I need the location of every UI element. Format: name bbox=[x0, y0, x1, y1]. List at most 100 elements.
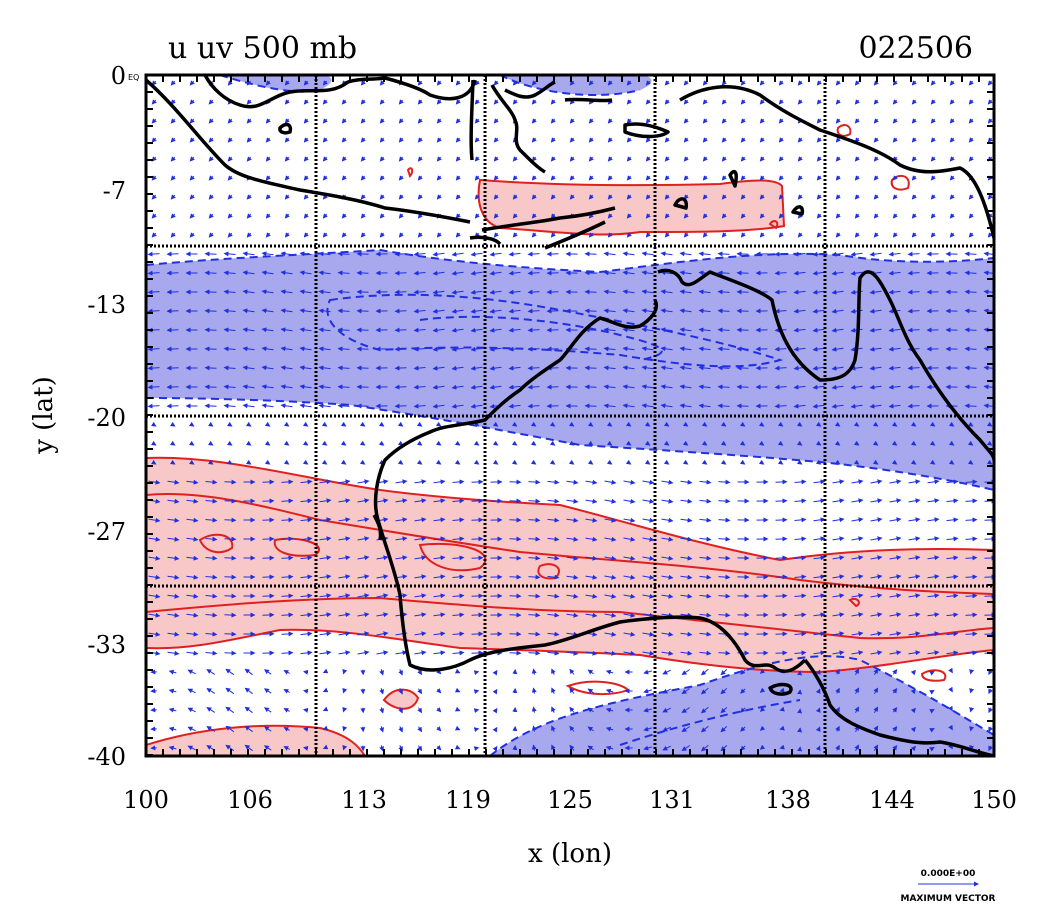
wind-vector-arrow bbox=[968, 118, 974, 124]
wind-vector-arrow bbox=[148, 479, 161, 485]
wind-vector-arrow bbox=[528, 555, 541, 561]
wind-vector-arrow bbox=[718, 650, 731, 656]
wind-vector-arrow bbox=[470, 346, 483, 352]
wind-vector-arrow bbox=[815, 669, 821, 675]
wind-vector-arrow bbox=[337, 327, 350, 333]
wind-vector-arrow bbox=[299, 346, 312, 352]
wind-vector-arrow bbox=[318, 327, 331, 333]
wind-vector-arrow bbox=[474, 99, 480, 105]
wind-vector-arrow bbox=[433, 479, 446, 485]
wind-vector-arrow bbox=[148, 612, 161, 618]
wind-vector-arrow bbox=[663, 440, 670, 446]
wind-vector-arrow bbox=[679, 270, 692, 276]
wind-vector-arrow bbox=[451, 327, 464, 333]
wind-vector-arrow bbox=[151, 137, 157, 143]
wind-vector-arrow bbox=[531, 706, 537, 713]
wind-vector-arrow bbox=[322, 118, 328, 124]
wind-vector-arrow bbox=[151, 232, 157, 238]
wind-vector-arrow bbox=[547, 517, 560, 523]
wind-vector-arrow bbox=[889, 650, 902, 656]
wind-vector-arrow bbox=[398, 688, 403, 695]
wind-vector-arrow bbox=[454, 440, 461, 446]
wind-vector-arrow bbox=[245, 459, 252, 465]
wind-vector-arrow bbox=[585, 593, 598, 599]
wind-vector-arrow bbox=[774, 365, 787, 371]
wind-vector-arrow bbox=[432, 327, 445, 333]
wind-vector-arrow bbox=[433, 631, 446, 637]
wind-vector-arrow bbox=[455, 137, 461, 143]
wind-vector-arrow bbox=[378, 440, 385, 446]
wind-vector-arrow bbox=[815, 440, 822, 446]
wind-vector-arrow bbox=[987, 99, 993, 105]
wind-vector-arrow bbox=[698, 327, 711, 333]
wind-vector-arrow bbox=[948, 459, 955, 465]
wind-vector-arrow bbox=[436, 707, 442, 713]
wind-vector-arrow bbox=[623, 536, 636, 542]
wind-vector-arrow bbox=[204, 327, 217, 333]
wind-vector-arrow bbox=[869, 251, 882, 257]
wind-vector-arrow bbox=[337, 308, 350, 314]
wind-vector-arrow bbox=[605, 726, 614, 732]
wind-vector-arrow bbox=[948, 743, 953, 750]
wind-vector-arrow bbox=[835, 99, 841, 105]
wind-vector-arrow bbox=[775, 574, 788, 580]
wind-vector-arrow bbox=[642, 631, 655, 637]
wind-vector-arrow bbox=[854, 80, 860, 86]
wind-vector-arrow bbox=[626, 156, 632, 162]
wind-vector-arrow bbox=[588, 80, 594, 86]
wind-vector-arrow bbox=[816, 99, 822, 105]
wind-vector-arrow bbox=[394, 365, 407, 371]
wind-vector-arrow bbox=[300, 631, 313, 637]
wind-vector-arrow bbox=[492, 726, 498, 733]
wind-vector-arrow bbox=[626, 80, 632, 86]
wind-vector-arrow bbox=[527, 327, 540, 333]
wind-vector-arrow bbox=[816, 137, 822, 143]
wind-vector-arrow bbox=[683, 137, 689, 143]
wind-vector-arrow bbox=[299, 384, 312, 390]
wind-vector-arrow bbox=[965, 536, 978, 542]
wind-vector-arrow bbox=[550, 156, 556, 162]
wind-vector-arrow bbox=[531, 194, 537, 200]
wind-vector-arrow bbox=[607, 156, 613, 162]
wind-vector-arrow bbox=[223, 251, 236, 257]
wind-vector-arrow bbox=[584, 346, 597, 352]
wind-vector-arrow bbox=[967, 421, 974, 427]
wind-vector-arrow bbox=[473, 689, 480, 695]
wind-vector-arrow bbox=[758, 440, 765, 446]
wind-vector-arrow bbox=[930, 194, 936, 200]
wind-vector-arrow bbox=[851, 498, 864, 504]
wind-vector-arrow bbox=[454, 668, 461, 674]
wind-vector-arrow bbox=[242, 346, 255, 352]
wind-vector-arrow bbox=[508, 270, 521, 276]
wind-vector-arrow bbox=[550, 213, 556, 219]
wind-vector-arrow bbox=[531, 175, 537, 181]
wind-vector-arrow bbox=[413, 403, 426, 409]
y-tick-label: -33 bbox=[87, 631, 126, 659]
wind-vector-arrow bbox=[394, 327, 407, 333]
wind-vector-arrow bbox=[170, 156, 176, 162]
wind-vector-arrow bbox=[888, 403, 901, 409]
wind-vector-arrow bbox=[911, 213, 917, 219]
wind-vector-arrow bbox=[720, 726, 728, 733]
wind-vector-arrow bbox=[740, 118, 746, 124]
wind-vector-arrow bbox=[394, 270, 407, 276]
wind-vector-arrow bbox=[604, 650, 617, 656]
wind-vector-arrow bbox=[794, 574, 807, 580]
wind-vector-arrow bbox=[702, 213, 708, 219]
wind-vector-arrow bbox=[683, 232, 689, 238]
wind-vector-arrow bbox=[854, 744, 859, 751]
wind-vector-arrow bbox=[531, 118, 537, 124]
wind-vector-arrow bbox=[204, 403, 217, 409]
wind-vector-arrow bbox=[604, 479, 617, 485]
wind-vector-arrow bbox=[701, 440, 708, 446]
wind-vector-arrow bbox=[300, 517, 313, 523]
wind-vector-arrow bbox=[911, 80, 917, 86]
wind-vector-arrow bbox=[584, 270, 597, 276]
wind-vector-arrow bbox=[493, 213, 499, 219]
wind-vector-arrow bbox=[698, 346, 711, 352]
wind-vector-arrow bbox=[777, 421, 784, 427]
x-tick-label: 100 bbox=[123, 786, 169, 814]
wind-vector-arrow bbox=[417, 80, 423, 86]
wind-vector-arrow bbox=[303, 213, 309, 219]
wind-vector-arrow bbox=[340, 459, 347, 465]
